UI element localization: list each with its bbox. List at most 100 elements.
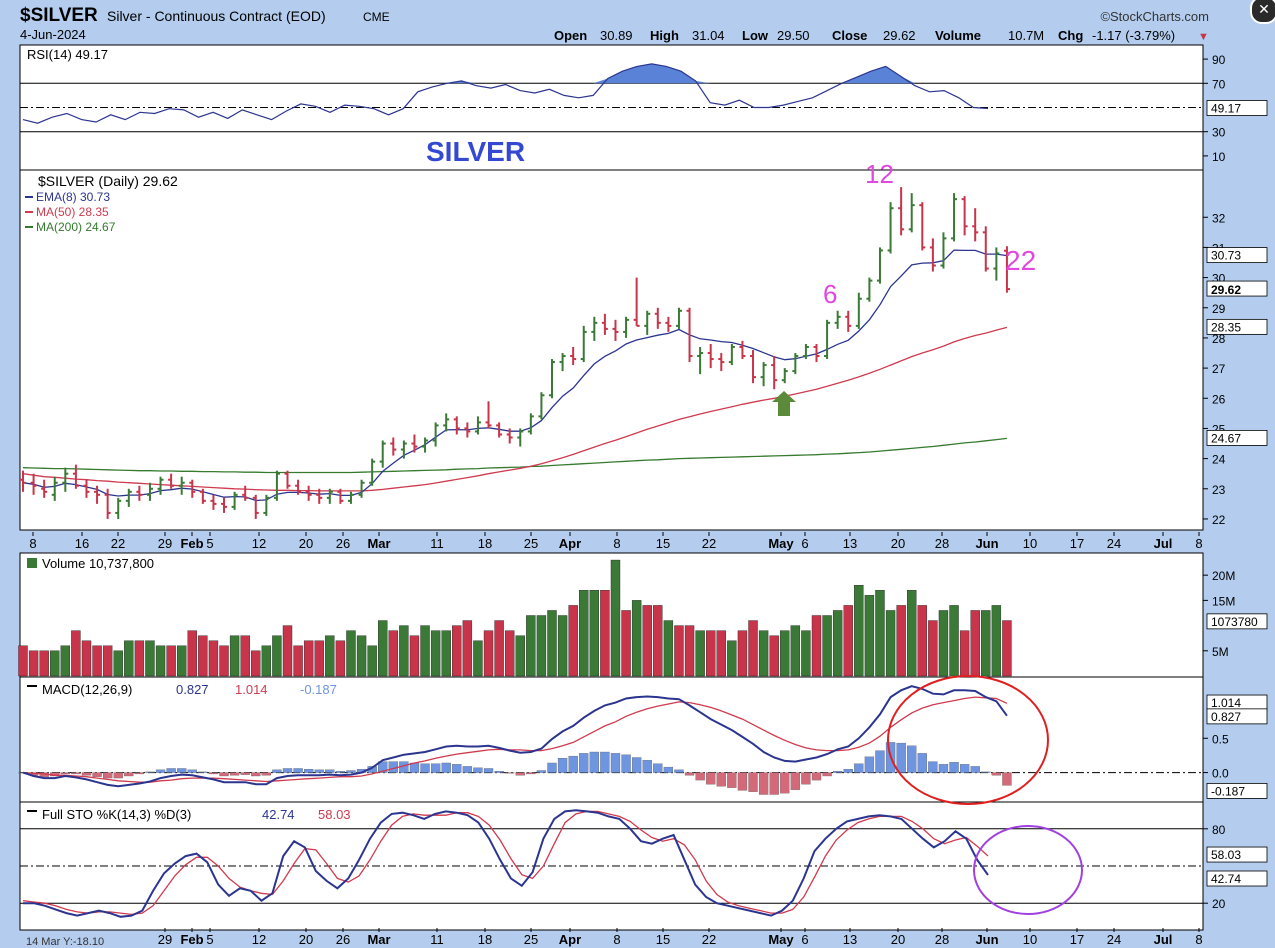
x-tick-label: 20 [891,536,905,551]
macd-histogram-bar [145,771,155,773]
hist-legend-value: -0.187 [300,682,337,697]
x-tick-label: 25 [524,536,538,551]
ma50-last-value: 28.35 [1211,320,1241,334]
macd-histogram-bar [727,772,737,788]
macd-histogram-bar [102,772,113,779]
volume-bar [780,630,790,677]
macd-histogram-bar [907,745,917,773]
ma200-line [22,437,1007,474]
x-tick-label: Jun [975,536,998,551]
footer-note: 14 Mar Y:-18.10 [26,936,104,948]
low-value: 29.50 [777,28,810,43]
ema8-last-value-box [1206,247,1268,263]
macd-histogram-bar [568,755,578,773]
chart-date: 4-Jun-2024 [20,27,86,42]
volume-bar [50,650,60,677]
close-label: Close [832,28,867,43]
macd-histogram-bar [325,769,335,773]
macd-histogram-bar [949,762,959,773]
x-tick-label: Mar [367,536,390,551]
macd-histogram-bar [716,772,726,787]
rsi-layer: 90 70 30 10 49.17 RSI(14) 49.17 [20,47,1268,164]
low-label: Low [742,28,769,43]
x-tick-label: 13 [843,932,857,947]
x-tick-label: 6 [801,536,808,551]
macd-histogram-bar [970,766,980,773]
macd-histogram-bar [991,772,1002,776]
x-tick-label: 15 [656,536,670,551]
macd-histogram-bar [610,753,621,773]
symbol-title: $SILVER [20,5,98,26]
annotation-22: 22 [1005,245,1036,276]
macd-legend-prefix: MACD(12,26,9) [42,682,132,697]
volume-bar [568,605,578,677]
stochastic-circle-annotation [973,825,1083,915]
macd-histogram-bar [251,772,261,777]
volume-bar [885,610,896,677]
volume-label: Volume [935,28,981,43]
volume-layer: 20M 15M 5M 1073780 Volume 10,737,800 [18,556,1268,677]
close-icon[interactable]: ✕ [1250,0,1275,24]
ma50-line [22,326,1008,492]
macd-tick-label: 0.0 [1212,767,1229,781]
volume-bar [303,640,314,677]
volume-bar [811,615,822,677]
x-tick-label: 17 [1070,932,1084,947]
high-label: High [650,28,679,43]
volume-bar [399,625,409,677]
macd-histogram-bar [494,771,504,773]
x-tick-label: 28 [935,536,949,551]
macd-histogram-bar [547,762,557,773]
price-tick-label: 32 [1212,211,1226,225]
stochastic-tick-label: 20 [1212,897,1226,911]
volume-bar [494,620,504,677]
volume-bar [367,645,377,677]
volume-bar [81,640,92,677]
volume-bar [314,640,324,677]
macd-signal-line [22,696,1008,783]
price-legend-item: MA(200) 24.67 [36,220,116,234]
macd-histogram-bar [695,772,705,781]
volume-bar [166,645,176,677]
stochastic-tick-label: 80 [1212,823,1226,837]
x-tick-label: Feb [180,932,203,947]
volume-bar [864,595,875,677]
volume-bar [229,635,240,677]
volume-bar [727,640,737,677]
macd-histogram-bar [790,772,800,790]
volume-bar [282,625,293,677]
price-legend-item: $SILVER (Daily) 29.62 [38,173,178,189]
macd-histogram-bar [748,772,758,792]
stochastic-k-legend-value: 42.74 [262,807,295,822]
macd-histogram-bar [833,771,843,773]
macd-histogram-bar [938,764,949,773]
macd-histogram-bar [462,766,473,773]
price-tick-label: 24 [1212,453,1226,467]
macd-histogram-bar [81,772,92,776]
volume-bar [843,605,853,677]
macd-histogram-bar [854,763,864,773]
x-tick-label: 12 [252,932,266,947]
x-tick-label: 18 [478,536,492,551]
macd-histogram-bar [166,768,176,773]
macd-histogram-bar [505,772,515,774]
volume-bar [737,630,748,677]
volume-bar [589,590,600,677]
x-tick-label: 20 [299,932,313,947]
instrument-name: Silver - Continuous Contract (EOD) [107,8,326,24]
close-last-value-box [1206,280,1268,297]
rsi-line [22,63,989,124]
rsi-tick-label: 70 [1212,77,1226,91]
macd-histogram-bar [71,772,81,775]
macd-histogram-bar [293,768,303,773]
macd-histogram-bar [758,772,769,795]
x-tick-label: Jul [1154,536,1173,551]
macd-histogram-bar [579,753,589,773]
price-panel [19,169,1204,531]
volume-bar [610,559,621,677]
stochastic-legend-prefix: Full STO %K(14,3) %D(3) [42,807,191,822]
volume-bar [325,635,335,677]
hist-last-value: -0.187 [1211,784,1245,798]
